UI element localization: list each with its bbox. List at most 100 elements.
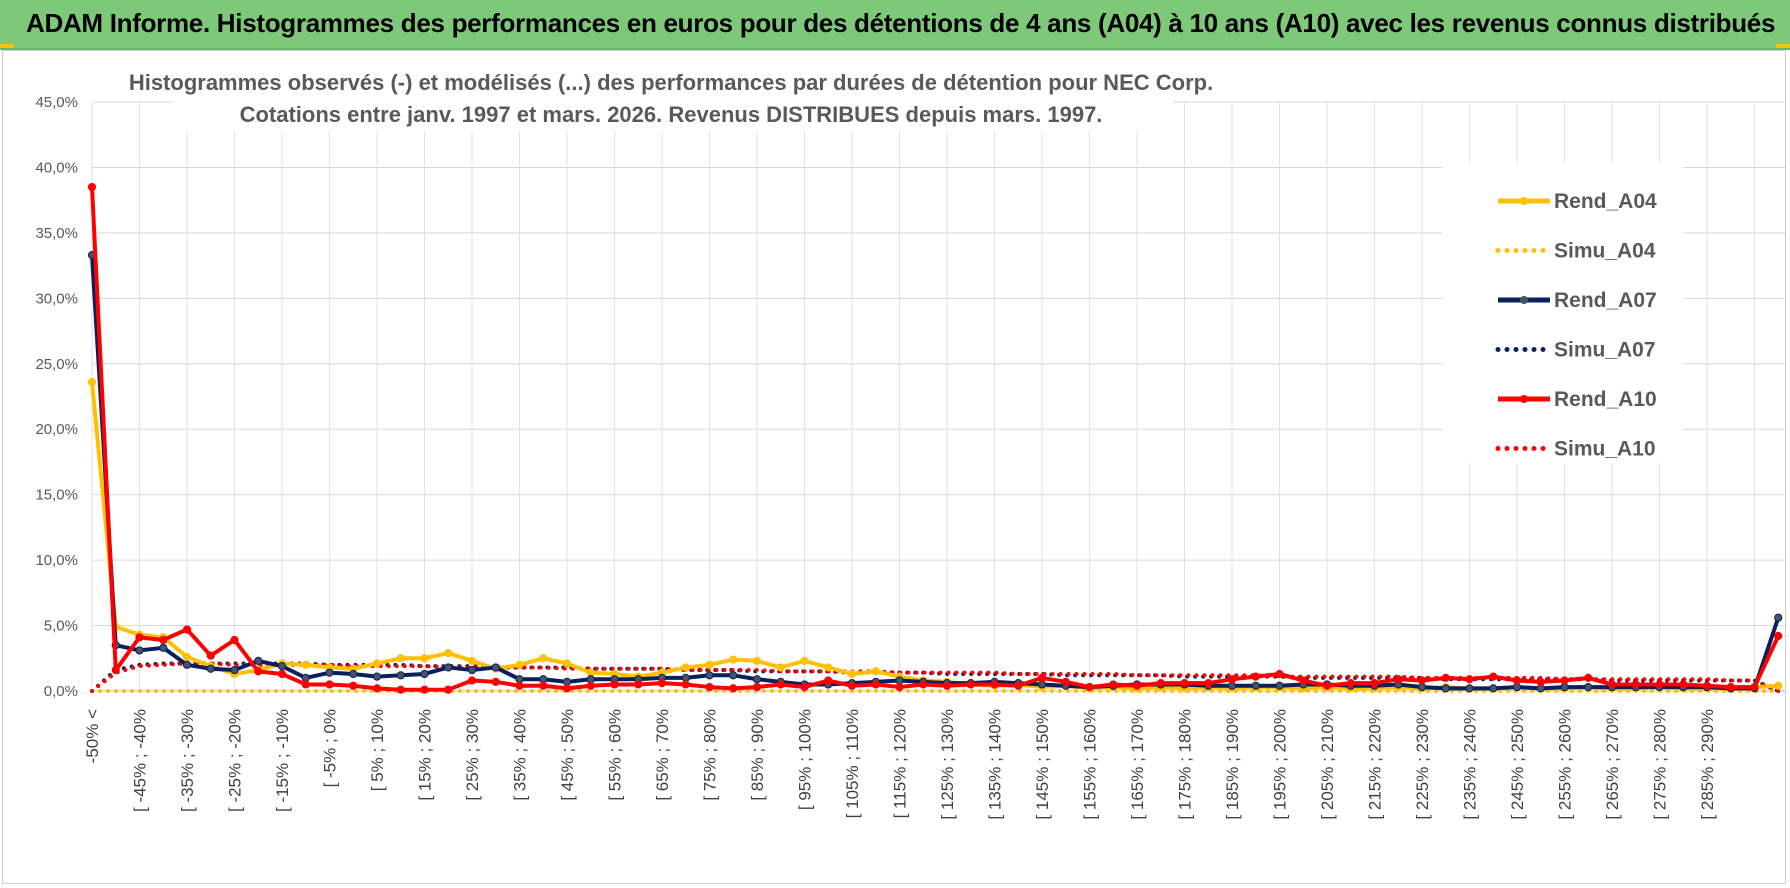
data-point	[420, 685, 429, 694]
data-point	[1465, 684, 1474, 693]
data-point	[444, 663, 453, 672]
data-point	[1774, 681, 1783, 690]
y-axis: 0,0% 5,0% 10,0% 15,0% 20,0% 25,0% 30,0% 35,0% 40…	[35, 94, 78, 700]
data-point	[420, 669, 429, 679]
legend-background	[1443, 163, 1683, 463]
data-point	[824, 676, 833, 685]
data-point	[847, 669, 857, 679]
x-axis: -50% < [ -45% ; -40% [ -35% ; -30% [ -25% ;…	[83, 709, 1717, 820]
x-tick-label: [ 135% ; 140%	[986, 709, 1005, 820]
y-tick-label: 0,0%	[44, 683, 78, 700]
x-tick-label: [ -25% ; -20%	[226, 709, 245, 812]
data-point	[396, 654, 405, 663]
x-tick-label: [ 45% ; 50%	[558, 709, 577, 801]
x-tick-label: [ 235% ; 240%	[1461, 709, 1480, 820]
x-tick-label: [ 205% ; 210%	[1318, 709, 1337, 820]
x-tick-label: [ 5% ; 10%	[368, 709, 387, 791]
legend-item-Simu_A07: Simu_A07	[1495, 339, 1656, 362]
data-point	[444, 648, 453, 658]
x-tick-label: [ 285% ; 290%	[1698, 709, 1717, 820]
data-point	[491, 677, 500, 686]
data-point	[1085, 682, 1094, 692]
data-point	[776, 663, 785, 672]
report-banner: ADAM Informe. Histogrammes des performan…	[0, 0, 1790, 50]
chart-frame: 0,0% 5,0% 10,0% 15,0% 20,0% 25,0% 30,0% 35,0% 40…	[2, 50, 1786, 884]
data-point	[705, 671, 714, 680]
data-point	[1560, 676, 1569, 685]
x-tick-label: [ -5% ; 0%	[321, 709, 340, 787]
data-point	[1489, 672, 1498, 681]
x-tick-label: [ 265% ; 270%	[1603, 709, 1622, 820]
grid-lines	[91, 101, 1785, 692]
data-point	[467, 665, 477, 675]
data-point	[515, 660, 524, 669]
data-point	[752, 656, 762, 665]
legend-item-Rend_A07: Rend_A07	[1498, 289, 1657, 312]
data-point	[1275, 681, 1284, 690]
data-point	[420, 654, 429, 663]
legend-label: Rend_A04	[1554, 190, 1657, 213]
data-point	[966, 680, 975, 689]
y-tick-label: 40,0%	[35, 159, 78, 176]
x-tick-label: [ 245% ; 250%	[1508, 709, 1527, 820]
legend-label: Simu_A10	[1554, 438, 1656, 461]
x-tick-label: [ -15% ; -10%	[273, 709, 292, 812]
y-tick-label: 25,0%	[35, 356, 78, 373]
x-tick-label: [ 115% ; 120%	[891, 709, 910, 818]
data-point	[562, 659, 572, 668]
data-point	[87, 378, 97, 387]
series-layer	[87, 182, 1783, 694]
y-tick-label: 5,0%	[44, 618, 78, 635]
legend-marker	[1520, 296, 1528, 304]
x-tick-label: [ 15% ; 20%	[416, 709, 435, 801]
x-tick-label: [ 65% ; 70%	[653, 709, 672, 801]
data-point	[1702, 681, 1712, 690]
corner-marker	[1776, 44, 1790, 48]
data-point	[800, 656, 809, 665]
data-point	[539, 681, 548, 690]
data-point	[1061, 677, 1070, 686]
x-tick-label: [ 165% ; 170%	[1128, 709, 1147, 820]
data-point	[586, 681, 595, 690]
data-point	[87, 182, 97, 192]
x-tick-label: [ 145% ; 150%	[1033, 709, 1052, 820]
x-tick-label: [ 275% ; 280%	[1651, 709, 1670, 820]
data-point	[705, 682, 714, 692]
data-point	[349, 681, 358, 690]
x-tick-label: [ 75% ; 80%	[701, 709, 720, 801]
data-point	[1726, 682, 1735, 692]
data-point	[847, 681, 857, 690]
data-point	[1536, 677, 1545, 686]
data-point	[1275, 669, 1284, 679]
legend-label: Rend_A10	[1554, 388, 1657, 411]
data-point	[182, 625, 192, 634]
histogram-chart: 0,0% 5,0% 10,0% 15,0% 20,0% 25,0% 30,0% 35,0% 40…	[35, 63, 1785, 820]
legend: Rend_A04 Simu_A04 Rend_A07 Simu_A07 Rend_A10…	[1443, 163, 1683, 463]
data-point	[159, 635, 168, 645]
data-point	[800, 682, 809, 692]
x-tick-label: [ 215% ; 220%	[1366, 709, 1385, 820]
data-point	[1774, 613, 1783, 622]
data-point	[111, 665, 120, 675]
data-point	[467, 676, 477, 685]
data-point	[562, 684, 572, 693]
data-point	[1417, 676, 1427, 685]
x-tick-label: [ -35% ; -30%	[178, 709, 197, 812]
data-point	[159, 643, 168, 652]
data-point	[752, 682, 762, 692]
data-point	[729, 671, 738, 680]
data-point	[729, 655, 738, 664]
x-tick-label: [ 25% ; 30%	[463, 709, 482, 801]
data-point	[1132, 681, 1142, 690]
data-point	[634, 680, 643, 689]
x-tick-label: [ -45% ; -40%	[131, 709, 150, 812]
data-point	[1465, 675, 1474, 684]
data-point	[824, 663, 833, 672]
data-point	[752, 675, 762, 684]
data-point	[206, 664, 215, 673]
series-Rend_A10	[87, 182, 1783, 694]
data-point	[182, 660, 192, 669]
data-point	[1441, 673, 1450, 683]
data-point	[1679, 680, 1688, 689]
x-tick-label: [ 255% ; 260%	[1556, 709, 1575, 820]
